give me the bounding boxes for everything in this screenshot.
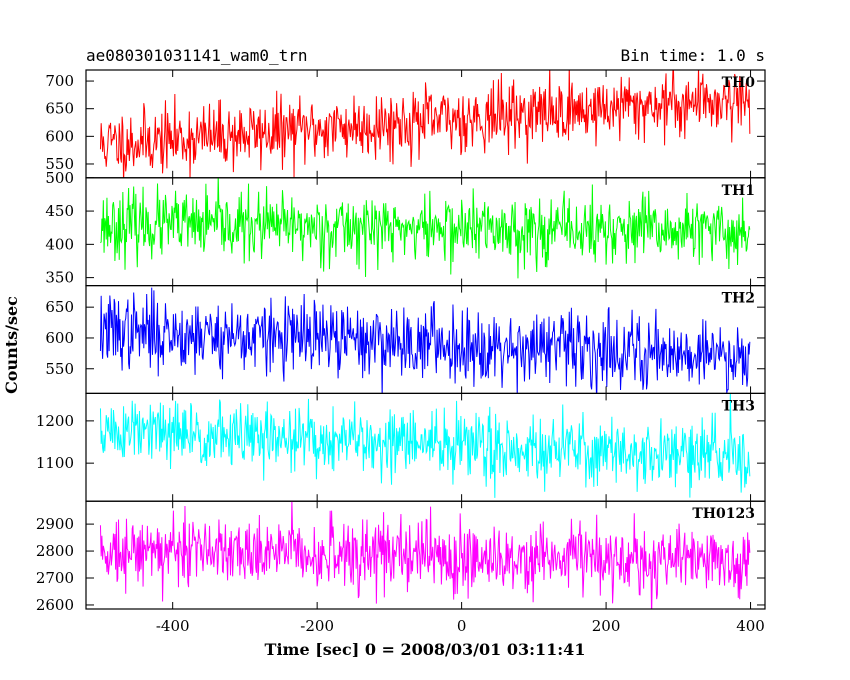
x-tick-label: 400 [736, 617, 765, 635]
panels-group: 550 600 650 700 TH0 350 400 450 500 TH1 550 600 650 T… [36, 69, 766, 635]
y-tick-label: 2800 [36, 542, 74, 560]
y-tick-label: 2600 [36, 596, 74, 614]
x-tick-label: 0 [457, 617, 467, 635]
x-tick-label: 200 [592, 617, 621, 635]
chart-title: ae080301031141_wam0_trn [86, 46, 308, 65]
panel-label-th1: TH1 [722, 183, 755, 199]
panel-label-th0123: TH0123 [692, 506, 755, 522]
y-axis-label: Counts/sec [2, 296, 21, 394]
panel-label-th2: TH2 [722, 291, 755, 307]
y-tick-label: 600 [45, 127, 74, 145]
panel-label-th0: TH0 [722, 75, 756, 91]
x-tick-label: -400 [156, 617, 190, 635]
y-tick-label: 700 [45, 72, 74, 90]
y-tick-label: 350 [45, 269, 74, 287]
y-tick-label: 450 [45, 202, 74, 220]
series-line-th2 [99, 287, 751, 394]
y-tick-label: 500 [45, 169, 74, 187]
y-tick-label: 650 [45, 100, 74, 118]
panel-frame-th3 [85, 392, 766, 502]
y-tick-label: 600 [45, 329, 74, 347]
x-axis-label: Time [sec] 0 = 2008/03/01 03:11:41 [265, 640, 586, 659]
x-tick-label: -200 [300, 617, 334, 635]
series-line-th1 [100, 177, 751, 279]
panel-frame-th0123 [85, 500, 766, 610]
y-tick-label: 2700 [36, 569, 74, 587]
y-tick-label: 550 [45, 155, 74, 173]
y-tick-label: 1200 [36, 412, 74, 430]
series-line-th3 [99, 393, 751, 498]
y-tick-label: 550 [45, 360, 74, 378]
panel-label-th3: TH3 [722, 398, 755, 414]
series-line-th0123 [99, 501, 751, 610]
y-tick-label: 1100 [36, 454, 74, 472]
bin-time-label: Bin time: 1.0 s [621, 46, 766, 65]
series-line-th0 [99, 70, 751, 178]
y-tick-label: 650 [45, 298, 74, 316]
y-tick-label: 400 [45, 235, 74, 253]
y-tick-label: 2900 [36, 515, 74, 533]
